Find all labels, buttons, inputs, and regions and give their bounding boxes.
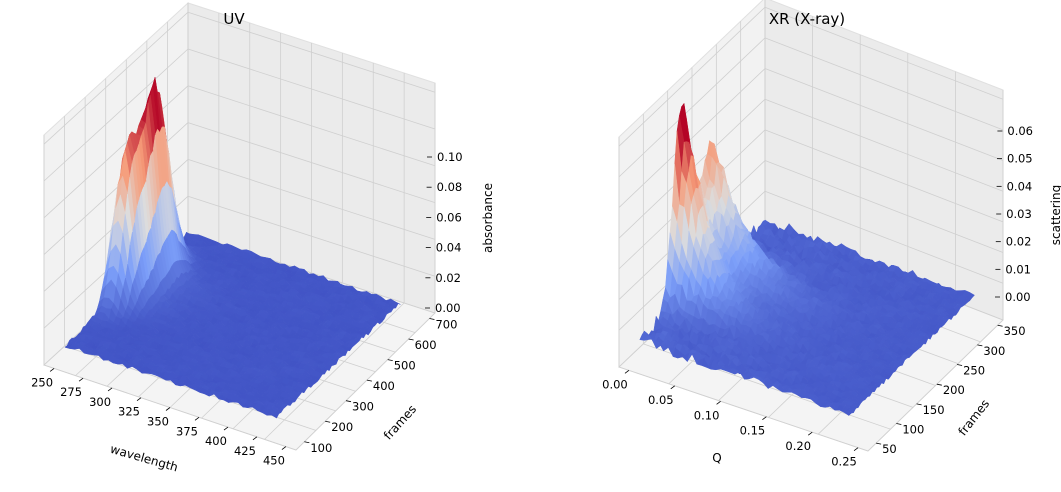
z-tick-label: 0.06 (436, 210, 462, 224)
x-tick-mark (281, 446, 287, 450)
back-grid-line (187, 195, 436, 277)
x-tick-label: 0.25 (831, 455, 857, 469)
back-grid-line (187, 159, 436, 240)
back-grid-line (187, 11, 436, 93)
y-tick-mark (936, 383, 942, 386)
side-grid-line (43, 11, 189, 145)
x-tick-label: 0.15 (740, 424, 766, 438)
x-tick-mark (49, 368, 55, 372)
x-tick-label: 350 (147, 415, 169, 429)
z-tick-label: 0.08 (437, 180, 463, 194)
x-tick-mark (716, 400, 721, 405)
x-tick-mark (223, 426, 229, 431)
x-tick-label: 425 (234, 444, 256, 458)
z-tick-label: 0.03 (1006, 207, 1032, 221)
x-tick-mark (194, 416, 200, 421)
x-tick-label: 0.10 (694, 408, 720, 422)
x-tick-label: 0.05 (648, 393, 674, 407)
uv-title: UV (223, 10, 245, 28)
y-tick-label: 50 (882, 442, 897, 456)
z-tick-label: 0.00 (435, 301, 461, 315)
uv-z-axis-label: absorbance (481, 183, 495, 253)
xr-y-axis-label: frames (955, 397, 992, 439)
x-tick-label: 275 (60, 385, 82, 399)
x-tick-label: 0.00 (602, 377, 628, 391)
y-tick-mark (366, 379, 372, 382)
x-tick-mark (807, 431, 813, 436)
y-tick-mark (325, 420, 331, 423)
y-tick-label: 400 (373, 379, 395, 393)
xr-x-axis-label: Q (712, 451, 721, 465)
back-grid-line (187, 122, 436, 203)
uv-y-axis-label: frames (381, 402, 419, 442)
x-tick-label: 325 (118, 405, 140, 419)
y-tick-mark (916, 403, 922, 406)
x-tick-mark (136, 397, 142, 402)
x-tick-mark (78, 377, 84, 382)
z-tick-label: 0.00 (1005, 290, 1031, 304)
y-tick-label: 350 (1004, 324, 1026, 338)
x-tick-mark (624, 370, 630, 374)
y-tick-label: 700 (435, 317, 457, 331)
y-tick-label: 100 (310, 441, 332, 455)
y-tick-label: 300 (352, 400, 374, 414)
y-tick-label: 100 (902, 422, 924, 436)
y-tick-label: 500 (394, 359, 416, 373)
xr-panel: 0.00 0.05 0.10 0.15 0.20 0.25 50 100 150 200 250 30… (602, 0, 1061, 469)
y-tick-mark (977, 344, 983, 347)
x-tick-label: 0.20 (785, 439, 811, 453)
x-tick-mark (252, 436, 258, 441)
y-tick-mark (345, 400, 352, 403)
x-tick-label: 300 (89, 395, 111, 409)
x-tick-mark (670, 385, 676, 390)
x-tick-label: 375 (176, 424, 198, 438)
y-tick-mark (997, 324, 1003, 327)
xr-z-axis-label: scattering (1049, 185, 1061, 246)
z-tick-label: 0.04 (1007, 179, 1033, 193)
x-tick-label: 450 (263, 454, 285, 468)
x-tick-label: 250 (31, 375, 53, 389)
floor-grid-line (264, 302, 405, 440)
y-tick-label: 600 (415, 338, 437, 352)
z-tick-label: 0.02 (1006, 235, 1032, 249)
uv-panel: 250 275 300 325 350 375 400 425 450 100 200 300 400 5… (31, 1, 495, 475)
z-tick-label: 0.05 (1007, 152, 1033, 166)
side-grid-line (43, 48, 189, 182)
z-tick-label: 0.06 (1007, 124, 1033, 138)
side-grid-line (43, 85, 189, 219)
y-tick-label: 150 (923, 403, 945, 417)
x-tick-mark (165, 407, 171, 411)
y-tick-mark (429, 318, 435, 320)
x-tick-label: 400 (205, 434, 227, 448)
y-tick-label: 200 (943, 383, 965, 397)
y-tick-label: 250 (963, 364, 985, 378)
uv-surface (64, 77, 401, 419)
y-tick-mark (408, 338, 414, 341)
floor-grid-line (295, 312, 436, 451)
x-tick-mark (107, 387, 113, 392)
y-tick-mark (387, 359, 393, 361)
back-grid-line (187, 85, 436, 167)
y-tick-mark (304, 441, 310, 444)
z-tick-label: 0.10 (437, 150, 463, 164)
uv-x-axis-label: wavelength (109, 442, 180, 475)
x-tick-mark (853, 447, 859, 451)
xr-title: XR (X-ray) (769, 10, 845, 28)
y-tick-label: 200 (331, 420, 353, 434)
y-tick-mark (957, 364, 963, 366)
back-grid-line (187, 48, 436, 130)
z-tick-label: 0.01 (1005, 262, 1031, 276)
z-tick-label: 0.02 (435, 271, 461, 285)
y-tick-mark (876, 442, 882, 445)
y-tick-mark (896, 423, 902, 425)
x-tick-mark (762, 416, 767, 421)
y-tick-label: 300 (983, 344, 1005, 358)
z-tick-label: 0.04 (436, 241, 462, 255)
